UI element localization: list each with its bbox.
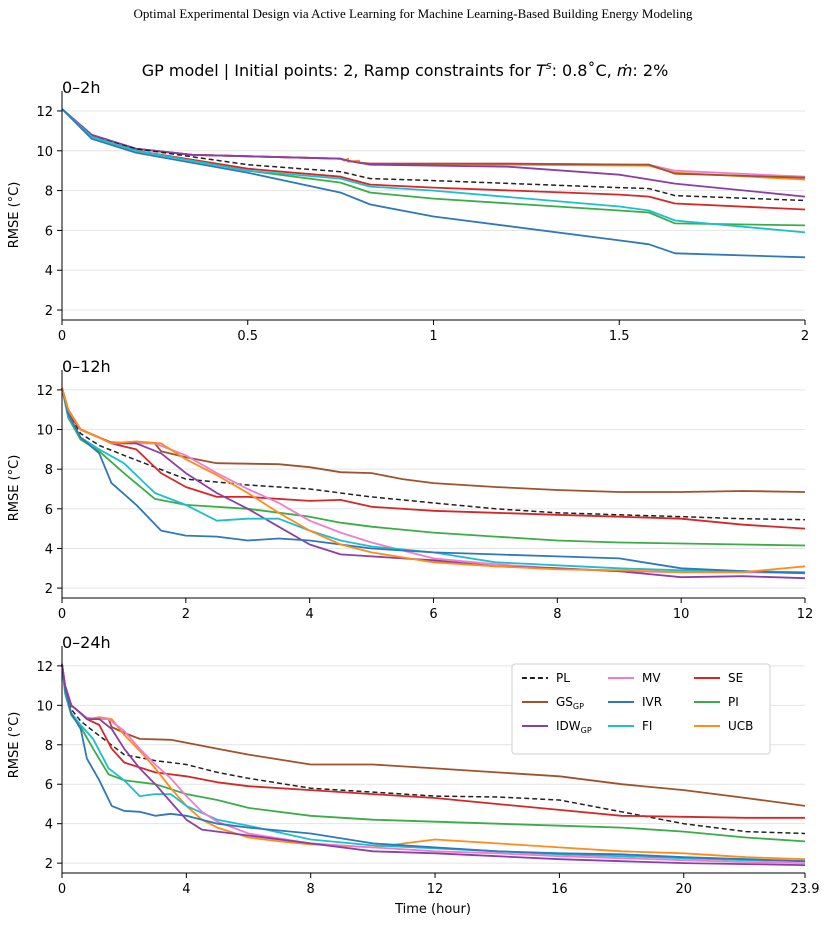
legend-label-ucb: UCB xyxy=(728,719,753,733)
xlabel: Time (hour) xyxy=(394,902,471,917)
y-tick-label: 2 xyxy=(45,304,53,319)
series-line-pl xyxy=(61,108,806,202)
panel-title: 0–24h xyxy=(62,633,111,652)
x-tick-label: 1.5 xyxy=(609,329,630,344)
y-tick-label: 10 xyxy=(36,424,53,439)
x-tick-label: 16 xyxy=(551,882,568,897)
y-tick-label: 4 xyxy=(45,542,53,557)
panel-0-24h: 0–24h 2 4 6 8 10 12 0 4 8 12 16 20 23.9 xyxy=(36,633,819,897)
legend-label-se: SE xyxy=(728,671,743,685)
legend-label-pl: PL xyxy=(556,671,570,685)
ylabel-top: RMSE (°C) xyxy=(7,182,22,249)
x-tick-label: 0 xyxy=(58,882,66,897)
x-tick-label: 4 xyxy=(182,882,190,897)
series-line-ivr xyxy=(61,108,806,259)
y-tick-label: 10 xyxy=(36,699,53,714)
x-tick-label: 12 xyxy=(797,607,814,622)
x-tick-label: 8 xyxy=(307,882,315,897)
suptitle-ts: T xyxy=(536,61,547,80)
suptitle-ts-sup: s xyxy=(546,59,552,72)
y-tick-label: 12 xyxy=(36,105,53,120)
y-tick-label: 4 xyxy=(45,818,53,833)
x-tick-label: 2 xyxy=(182,607,190,622)
legend-label-ivr: IVR xyxy=(642,695,662,709)
y-tick-label: 6 xyxy=(45,778,53,793)
legend-label-subscript: GP xyxy=(581,726,592,735)
y-tick-label: 8 xyxy=(45,739,53,754)
y-tick-label: 2 xyxy=(45,857,53,872)
x-tick-label: 12 xyxy=(427,882,444,897)
x-tick-label: 10 xyxy=(673,607,690,622)
x-tick-label: 20 xyxy=(675,882,692,897)
legend-label-mv: MV xyxy=(642,671,661,685)
y-tick-label: 6 xyxy=(45,224,53,239)
series-line-gs xyxy=(61,108,806,179)
y-tick-label: 6 xyxy=(45,503,53,518)
panel-title: 0–2h xyxy=(62,78,101,97)
y-tick-label: 12 xyxy=(36,384,53,399)
y-tick-label: 8 xyxy=(45,463,53,478)
series-line-ucb xyxy=(61,108,806,181)
x-tick-label: 8 xyxy=(553,607,561,622)
series-line-fi xyxy=(61,108,806,234)
suptitle-m: ṁ xyxy=(617,61,633,80)
legend-box xyxy=(511,663,771,755)
x-tick-label: 4 xyxy=(306,607,314,622)
figure-suptitle: GP model | Initial points: 2, Ramp const… xyxy=(142,59,669,80)
y-tick-label: 10 xyxy=(36,145,53,160)
legend-label-subscript: GP xyxy=(573,702,584,711)
series-line-idw xyxy=(61,108,806,198)
legend-label-pi: PI xyxy=(728,695,739,709)
series-line-pi xyxy=(61,108,806,227)
y-tick-label: 4 xyxy=(45,264,53,279)
series-line-ivr xyxy=(61,387,806,575)
series-line-mv xyxy=(61,108,806,178)
series-line-pl xyxy=(61,387,806,521)
y-tick-label: 2 xyxy=(45,582,53,597)
page-header: Optimal Experimental Design via Active L… xyxy=(133,6,693,21)
series-line-gs xyxy=(61,387,806,493)
legend-label-fi: FI xyxy=(642,719,652,733)
panel-title: 0–12h xyxy=(62,357,111,376)
x-tick-label: 1 xyxy=(429,329,437,344)
y-tick-label: 12 xyxy=(36,660,53,675)
ylabel-bottom: RMSE (°C) xyxy=(7,712,22,779)
series-line-pl xyxy=(61,663,806,835)
series-line-idw xyxy=(61,663,806,866)
series-line-pi xyxy=(61,663,806,843)
ylabel-middle: RMSE (°C) xyxy=(7,455,22,522)
suptitle-end: : 2% xyxy=(632,61,668,80)
y-tick-label: 8 xyxy=(45,185,53,200)
x-tick-label: 23.9 xyxy=(791,882,820,897)
series-line-fi xyxy=(61,387,806,574)
x-tick-label: 0.5 xyxy=(237,329,258,344)
x-tick-label: 0 xyxy=(58,329,66,344)
series-line-se xyxy=(61,387,806,530)
x-tick-label: 2 xyxy=(801,329,809,344)
panel-0-2h: 0–2h 2 4 6 8 10 12 0 0.5 1 1.5 2 xyxy=(36,78,809,344)
series-line-ivr xyxy=(61,663,806,863)
x-tick-label: 0 xyxy=(58,607,66,622)
suptitle-prefix: GP model | Initial points: 2, Ramp const… xyxy=(142,61,536,80)
x-tick-label: 6 xyxy=(429,607,437,622)
series-line-pi xyxy=(61,387,806,547)
series-line-ucb xyxy=(61,387,806,574)
suptitle-mid: : 0.8˚C, xyxy=(552,61,617,80)
